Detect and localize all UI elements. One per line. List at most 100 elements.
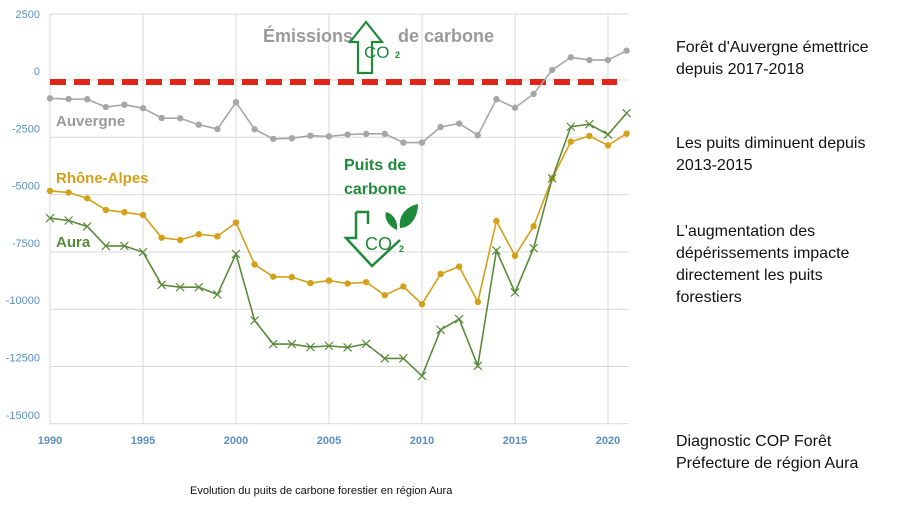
chart-caption: Evolution du puits de carbone forestier …	[190, 485, 453, 497]
emissions-label: Émissions	[263, 25, 353, 46]
co2-down-sub: 2	[399, 244, 404, 254]
data-point	[138, 247, 148, 257]
co2-up-label: CO	[364, 43, 390, 62]
x-tick-label: 1995	[131, 435, 155, 447]
data-point	[324, 341, 334, 351]
data-point	[473, 361, 483, 371]
data-point	[231, 249, 241, 259]
series-label-rhone-alpes: Rhône-Alpes	[56, 170, 149, 187]
data-point	[139, 211, 147, 219]
x-tick-label: 2010	[410, 435, 434, 447]
data-point	[549, 66, 556, 74]
data-point	[307, 132, 314, 139]
data-point	[363, 278, 370, 286]
data-point	[84, 195, 91, 202]
x-tick-label: 2015	[503, 435, 527, 447]
data-point	[102, 206, 110, 214]
note-line: directement les puits	[676, 267, 823, 284]
data-point	[380, 354, 390, 363]
data-point	[287, 339, 297, 349]
series-aura	[45, 108, 632, 381]
note-line: dépérissements impacte	[676, 245, 850, 262]
data-point	[511, 252, 519, 259]
leaf-icon	[385, 204, 418, 230]
data-point	[381, 292, 388, 299]
data-point	[493, 217, 500, 225]
data-point	[102, 103, 110, 111]
data-point	[121, 101, 128, 108]
data-point	[511, 104, 519, 111]
note-line: Préfecture de région Aura	[676, 455, 859, 472]
note-line: L'augmentation des	[676, 223, 816, 240]
y-tick-label: -5000	[12, 181, 40, 193]
data-point	[437, 270, 444, 278]
sink-label-line1: Puits de	[344, 157, 406, 174]
emissions-suffix: de carbone	[398, 26, 494, 46]
data-point	[566, 122, 576, 132]
data-point	[437, 123, 444, 131]
note-line: depuis 2017-2018	[676, 61, 805, 78]
data-point	[177, 236, 184, 244]
data-point	[361, 339, 371, 349]
data-point	[603, 130, 613, 139]
data-point	[454, 314, 464, 324]
data-point	[121, 209, 128, 216]
y-tick-label: -12500	[6, 353, 40, 365]
y-tick-label: -10000	[6, 295, 40, 307]
data-point	[381, 130, 388, 138]
data-point	[139, 104, 147, 112]
data-point	[157, 280, 167, 290]
data-point	[604, 56, 612, 64]
data-point	[232, 99, 240, 106]
series-auvergne	[46, 47, 630, 146]
co2-down-label: CO	[365, 234, 392, 254]
series-line	[49, 112, 628, 378]
data-point	[46, 95, 54, 102]
data-point	[586, 56, 593, 64]
data-point	[491, 246, 501, 255]
data-point	[586, 132, 593, 140]
data-point	[307, 279, 314, 287]
data-point	[493, 96, 500, 103]
x-tick-label: 2000	[224, 435, 248, 447]
data-point	[46, 187, 54, 195]
data-point	[195, 231, 202, 238]
co2-down-arrow-leaf-icon	[343, 210, 401, 268]
data-point	[270, 273, 277, 280]
data-point	[510, 288, 520, 297]
data-point	[474, 132, 481, 139]
data-point	[214, 125, 221, 133]
data-point	[195, 121, 202, 128]
data-point	[418, 139, 426, 146]
data-point	[400, 139, 407, 146]
note-line: Les puits diminuent depuis	[676, 135, 866, 152]
note-line: 2013-2015	[676, 157, 753, 174]
data-point	[158, 114, 165, 122]
axis-ticks: 2500 0 -2500 -5000 -7500 -10000 -12500 -15000 19…	[6, 9, 621, 447]
co2-up-sub: 2	[395, 50, 400, 60]
data-point	[547, 173, 557, 183]
data-point	[270, 135, 277, 143]
data-point	[45, 213, 55, 223]
y-tick-label: -7500	[12, 238, 40, 250]
data-point	[363, 130, 370, 138]
data-point	[65, 189, 72, 196]
data-point	[84, 96, 91, 103]
x-tick-label: 2005	[317, 435, 341, 447]
x-tick-label: 1990	[38, 435, 62, 447]
note-line: Diagnostic COP Forêt	[676, 433, 832, 450]
co2-up-arrow-icon	[347, 20, 385, 75]
y-tick-label: 2500	[16, 9, 40, 21]
data-point	[288, 273, 295, 281]
data-point	[251, 261, 258, 268]
data-point	[268, 339, 278, 349]
note-source: Diagnostic COP Forêt Préfecture de régio…	[676, 431, 901, 475]
series-rh-ne-alpes	[46, 130, 630, 308]
data-point	[530, 223, 537, 230]
data-point	[214, 233, 221, 240]
data-point	[288, 135, 295, 142]
y-tick-label: -15000	[6, 410, 40, 422]
data-point	[604, 142, 612, 149]
data-point	[418, 300, 426, 308]
series-label-auvergne: Auvergne	[56, 113, 125, 130]
